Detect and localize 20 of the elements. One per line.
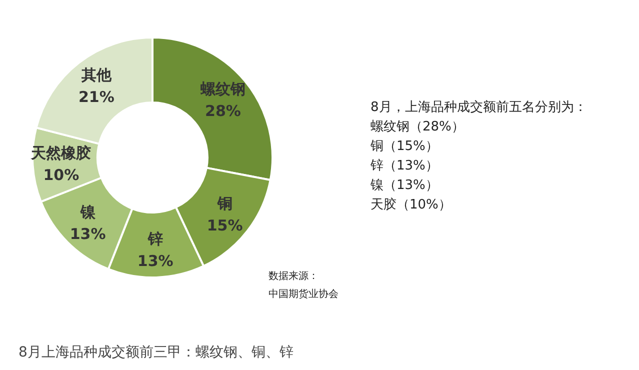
data-label: 15% bbox=[206, 216, 243, 235]
data-label: 21% bbox=[78, 88, 114, 106]
slice-label: 螺纹钢 bbox=[200, 80, 246, 98]
text: 中国期货业协会 bbox=[268, 288, 338, 300]
text: 锌（13%） bbox=[370, 158, 438, 174]
slice-label: 其他 bbox=[80, 66, 112, 84]
text: 天胶（10%） bbox=[370, 198, 452, 212]
data-label: 13% bbox=[137, 252, 174, 270]
data-label: 13% bbox=[70, 225, 106, 244]
slice-label: 锌 bbox=[146, 230, 163, 248]
slice-label: 铜 bbox=[216, 194, 232, 213]
text: 铜（15%） bbox=[370, 139, 438, 154]
text: 8月上海品种成交额前三甲：螺纹钢、铜、锌 bbox=[18, 344, 294, 360]
source-note: 数据来源： bbox=[268, 270, 318, 282]
text: 8月，上海品种成交额前五名分别为： bbox=[370, 99, 587, 115]
data-label: 10% bbox=[43, 166, 80, 184]
data-label: 28% bbox=[205, 102, 241, 120]
text: 螺纹钢（28%） bbox=[370, 120, 464, 134]
text: 镍（13%） bbox=[370, 178, 438, 193]
slice-label: 镍 bbox=[79, 203, 96, 222]
